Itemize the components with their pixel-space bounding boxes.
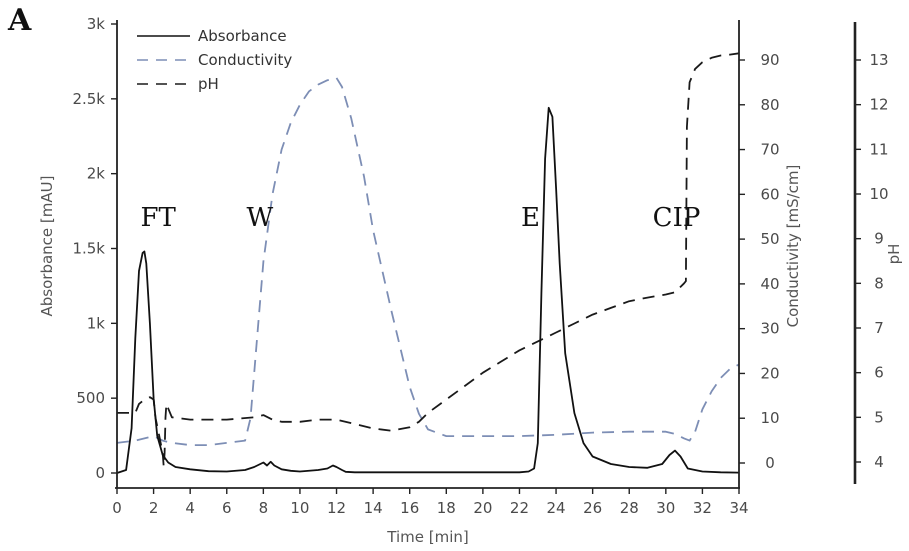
- x-tick-label: 32: [693, 499, 712, 517]
- region-labels: FT W E CIP: [140, 203, 700, 233]
- ph-tick-label: 11: [869, 140, 888, 158]
- ph-tick-label: 12: [869, 96, 888, 114]
- absorbance-tick-label: 0: [95, 464, 105, 482]
- x-tick-label: 0: [112, 499, 122, 517]
- region-label-e: E: [521, 203, 540, 233]
- absorbance-tick-label: 2k: [87, 165, 106, 183]
- region-label-cip: CIP: [653, 203, 701, 233]
- ph-tick-label: 6: [874, 364, 884, 382]
- x-tick-label: 6: [222, 499, 232, 517]
- series-line-absorbance: [116, 106, 740, 474]
- absorbance-tick-label: 500: [76, 389, 105, 407]
- ph-tick-label: 8: [874, 274, 884, 292]
- x-tick-label: 4: [185, 499, 195, 517]
- x-tick-label: 2: [149, 499, 159, 517]
- region-label-ft: FT: [140, 203, 176, 233]
- ph-tick-label: 9: [874, 230, 884, 248]
- absorbance-tick-label: 1k: [87, 314, 106, 332]
- x-axis-title: Time [min]: [386, 528, 468, 546]
- absorbance-tick-label: 1.5k: [72, 240, 105, 258]
- x-tick-label: 10: [290, 499, 309, 517]
- ph-tick-label: 4: [874, 453, 884, 471]
- conductivity-tick-label: 40: [760, 275, 779, 293]
- ph-tick-label: 10: [869, 185, 888, 203]
- legend-label-conductivity: Conductivity: [198, 51, 292, 69]
- series-line-ph: [117, 52, 740, 468]
- conductivity-tick-label: 70: [760, 141, 779, 159]
- series-line-conductivity: [116, 77, 740, 447]
- conductivity-tick-label: 50: [760, 230, 779, 248]
- ph-axis-title: pH: [885, 244, 903, 265]
- ph-tick-label: 7: [874, 319, 884, 337]
- legend-label-absorbance: Absorbance: [198, 27, 287, 45]
- conductivity-tick-label: 60: [760, 185, 779, 203]
- legend-label-ph: pH: [198, 75, 219, 93]
- conductivity-tick-label: 0: [765, 454, 775, 472]
- x-tick-label: 24: [547, 499, 566, 517]
- absorbance-tick-label: 2.5k: [72, 90, 105, 108]
- ph-tick-label: 13: [869, 51, 888, 69]
- series-layer: [116, 52, 740, 474]
- conductivity-tick-label: 30: [760, 320, 779, 338]
- conductivity-tick-label: 80: [760, 96, 779, 114]
- x-tick-label: 22: [510, 499, 529, 517]
- x-tick-label: 26: [583, 499, 602, 517]
- x-tick-label: 34: [729, 499, 748, 517]
- x-tick-label: 16: [400, 499, 419, 517]
- x-tick-label: 30: [656, 499, 675, 517]
- x-tick-label: 28: [620, 499, 639, 517]
- x-tick-label: 12: [327, 499, 346, 517]
- x-tick-label: 8: [259, 499, 269, 517]
- legend: Absorbance Conductivity pH: [137, 27, 292, 93]
- conductivity-tick-label: 90: [760, 51, 779, 69]
- conductivity-tick-label: 20: [760, 364, 779, 382]
- absorbance-axis-title: Absorbance [mAU]: [38, 176, 56, 317]
- x-tick-label: 14: [364, 499, 383, 517]
- x-tick-label: 20: [473, 499, 492, 517]
- conductivity-tick-label: 10: [760, 409, 779, 427]
- ph-tick-label: 5: [874, 408, 884, 426]
- region-label-w: W: [247, 203, 274, 233]
- absorbance-tick-label: 3k: [87, 15, 106, 33]
- x-tick-label: 18: [437, 499, 456, 517]
- panel-letter: A: [7, 3, 32, 38]
- conductivity-axis-title: Conductivity [mS/cm]: [784, 165, 802, 328]
